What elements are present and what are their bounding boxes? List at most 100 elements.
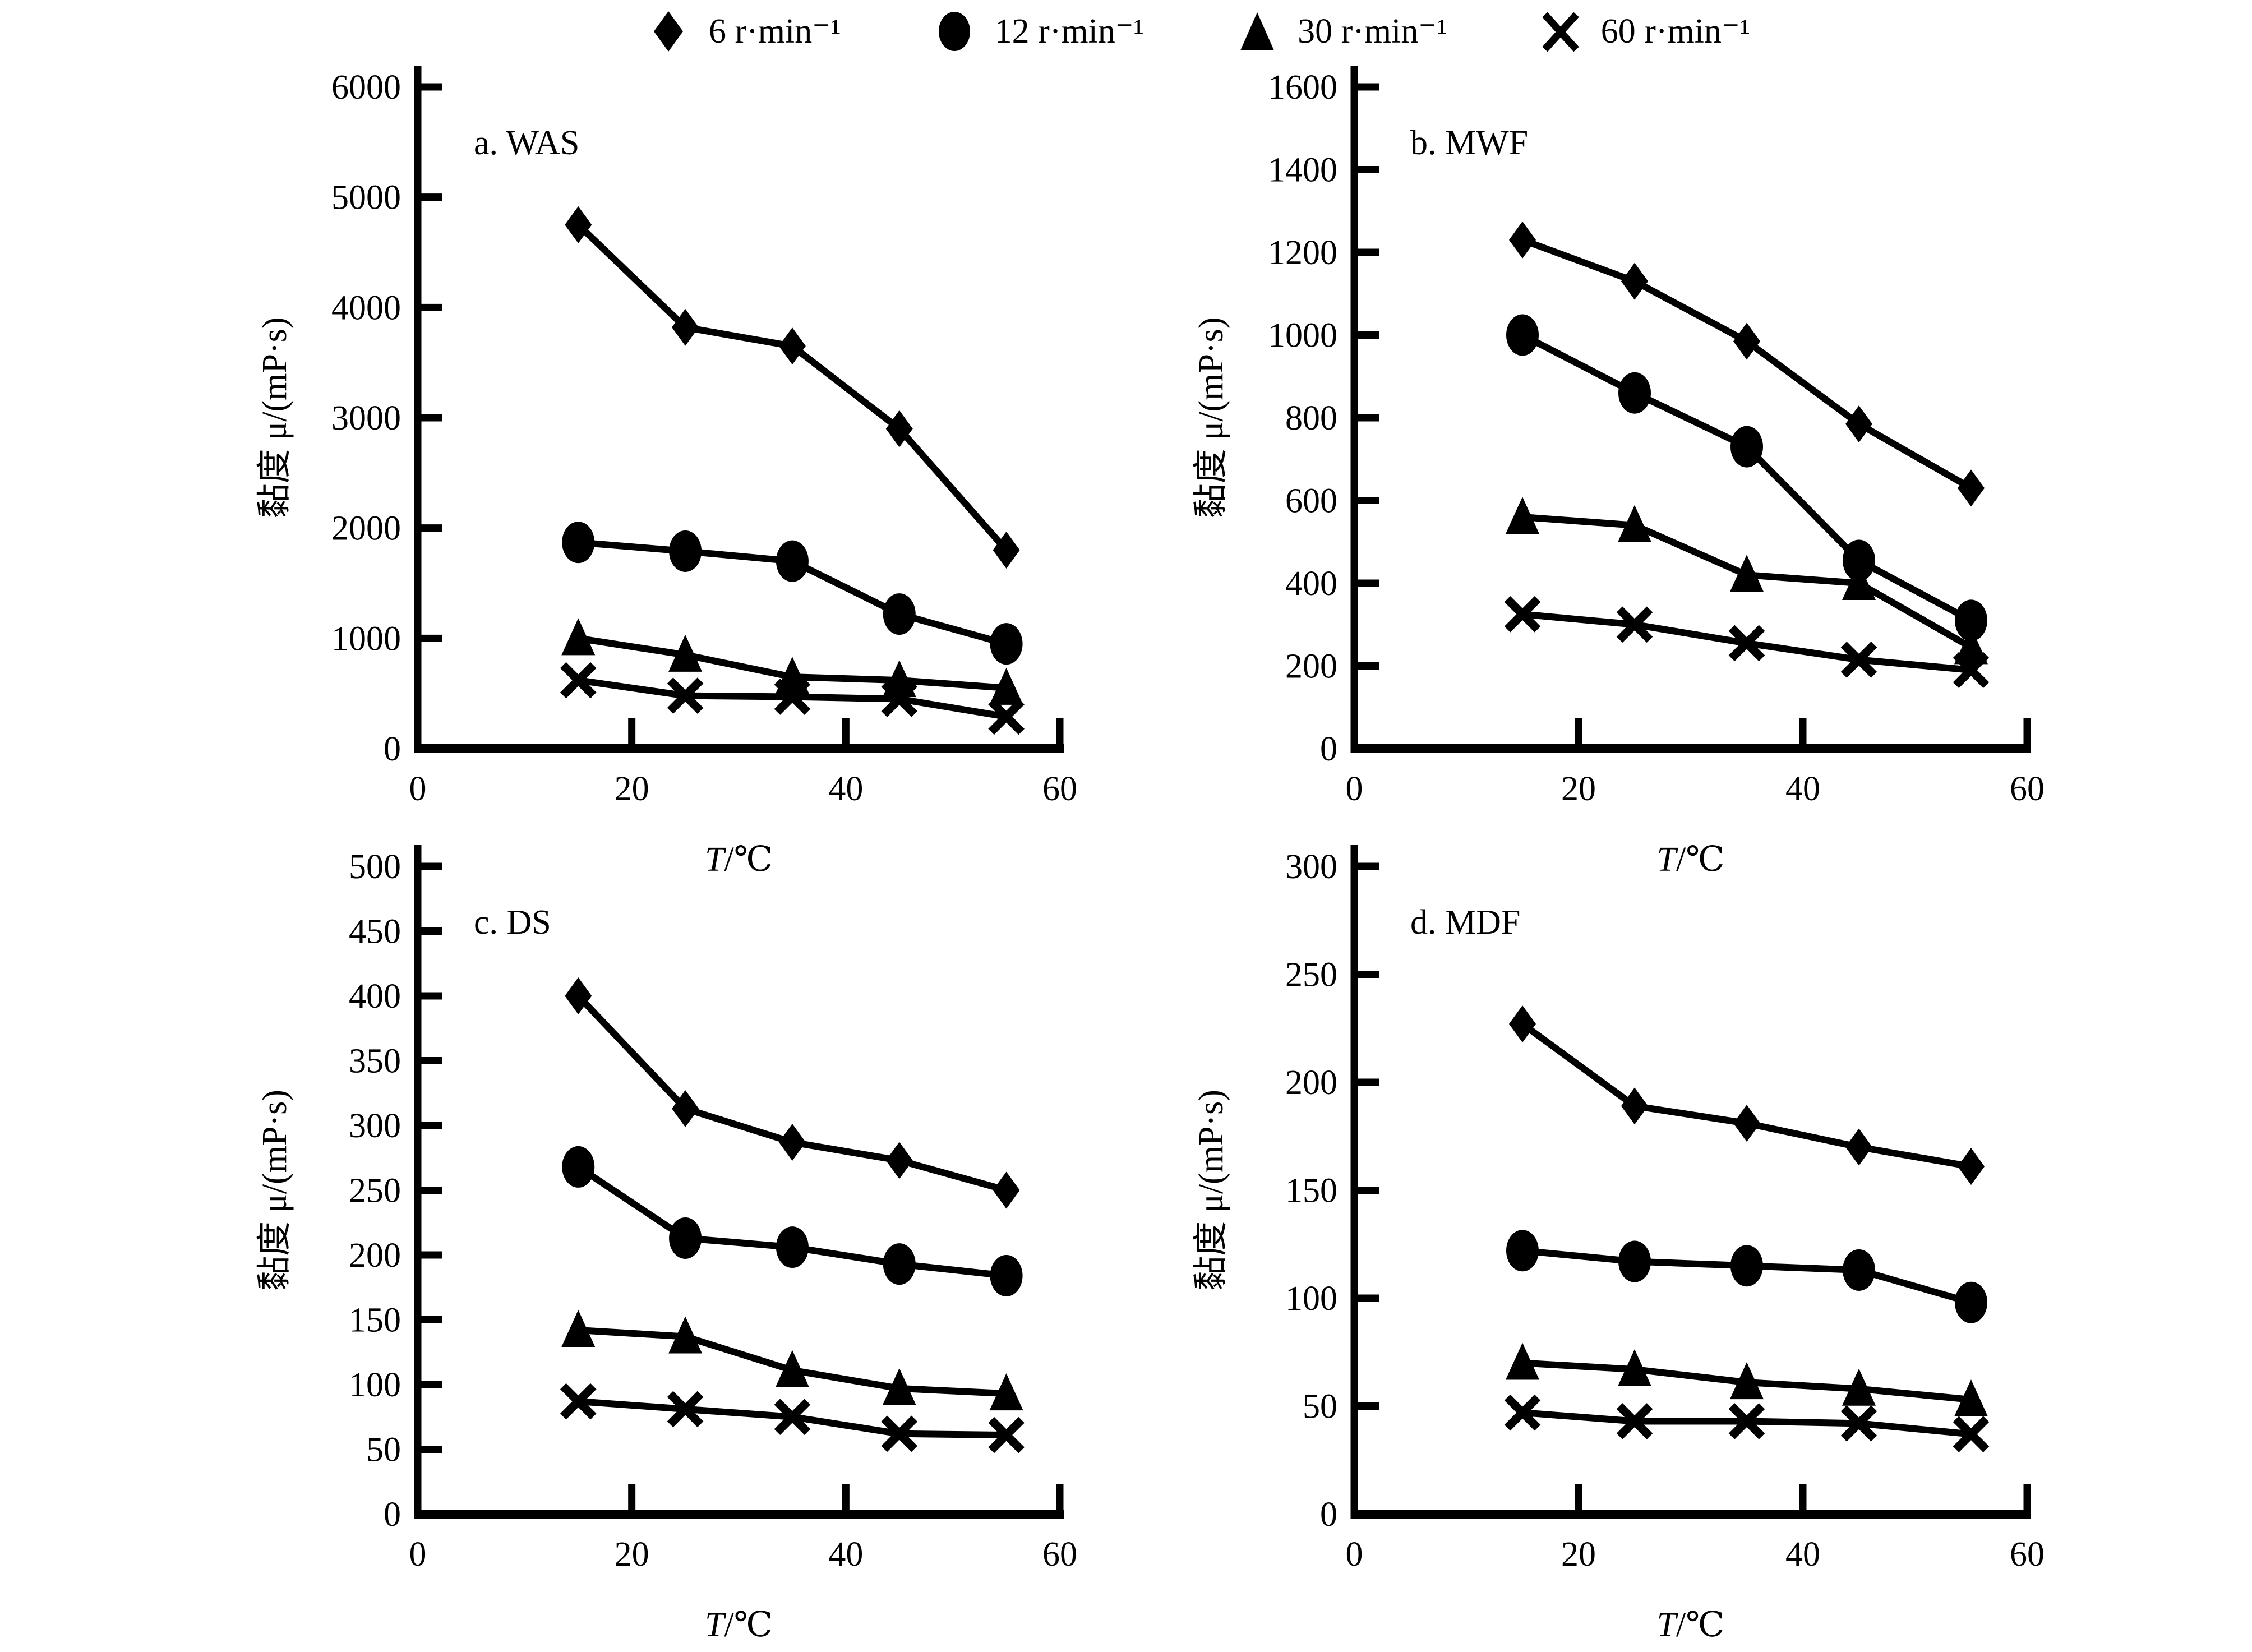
chart-legend: 6 r·min⁻¹ 12 r·min⁻¹ 30 r·min⁻¹ 60 r·min… bbox=[645, 8, 1750, 55]
marker-x bbox=[1728, 1403, 1765, 1439]
y-tick-label: 100 bbox=[349, 1366, 401, 1404]
marker-x bbox=[774, 679, 811, 715]
y-tick-label: 800 bbox=[1285, 399, 1337, 437]
legend-label: 30 r·min⁻¹ bbox=[1298, 12, 1447, 50]
x-marker-icon bbox=[1542, 12, 1579, 52]
marker-triangle bbox=[1954, 627, 1988, 665]
marker-diamond bbox=[993, 1171, 1020, 1209]
marker-triangle bbox=[1730, 555, 1764, 592]
y-tick-label: 0 bbox=[384, 1496, 401, 1534]
marker-triangle bbox=[561, 1309, 596, 1347]
y-tick-label: 400 bbox=[349, 977, 401, 1016]
y-tick-label: 3000 bbox=[331, 399, 401, 437]
series-circle bbox=[1506, 1230, 1987, 1323]
y-tick-label: 0 bbox=[1320, 730, 1337, 768]
legend-label: 6 r·min⁻¹ bbox=[709, 12, 841, 50]
y-axis-ticks: 0 50 100 150 200 250 300 bbox=[1285, 848, 1379, 1534]
series-triangle bbox=[1506, 1342, 1988, 1416]
marker-x bbox=[1504, 596, 1541, 633]
x-axis-label: T/℃ bbox=[705, 1606, 773, 1644]
series-line bbox=[575, 993, 1008, 1194]
marker-circle bbox=[1955, 599, 1987, 642]
legend-label: 12 r·min⁻¹ bbox=[994, 12, 1145, 50]
marker-circle bbox=[883, 593, 916, 635]
series-x bbox=[560, 662, 1025, 735]
legend-item-60rmin: 60 r·min⁻¹ bbox=[1537, 8, 1751, 55]
y-axis-label: 黏度 μ/(mP·s) bbox=[1192, 317, 1230, 519]
marker-diamond bbox=[1509, 1005, 1536, 1043]
y-tick-label: 2000 bbox=[331, 510, 401, 548]
y-axis-ticks: 0 50 100 150 200 250 300 350 400 450 500 bbox=[349, 848, 442, 1534]
y-tick-label: 350 bbox=[349, 1042, 401, 1081]
marker-circle bbox=[776, 1226, 809, 1268]
marker-diamond bbox=[1621, 1087, 1648, 1125]
marker-x bbox=[988, 698, 1025, 735]
marker-triangle bbox=[668, 634, 703, 672]
y-tick-label: 200 bbox=[349, 1236, 401, 1275]
x-axis-ticks: 0 20 40 60 bbox=[1346, 1484, 2045, 1573]
x-axis-label: T/℃ bbox=[1656, 841, 1724, 879]
marker-x bbox=[667, 677, 704, 714]
marker-x bbox=[881, 681, 918, 717]
marker-circle bbox=[776, 540, 809, 582]
marker-x bbox=[1616, 606, 1653, 643]
y-tick-label: 1200 bbox=[1268, 234, 1337, 272]
series-circle bbox=[562, 522, 1023, 665]
y-tick-label: 450 bbox=[349, 913, 401, 951]
marker-diamond bbox=[885, 410, 913, 447]
x-tick-label: 40 bbox=[1785, 770, 1820, 808]
y-tick-label: 1600 bbox=[1268, 68, 1337, 107]
x-axis-ticks: 0 20 40 60 bbox=[1346, 718, 2045, 808]
series-diamond bbox=[1509, 221, 1985, 507]
subplot-title-c: c. DS bbox=[474, 903, 551, 942]
marker-diamond bbox=[565, 206, 592, 243]
y-axis-label: 黏度 μ/(mP·s) bbox=[256, 317, 294, 519]
legend-item-6rmin: 6 r·min⁻¹ bbox=[645, 8, 841, 55]
marker-triangle bbox=[1618, 1349, 1651, 1387]
marker-x bbox=[1953, 1416, 1990, 1452]
y-tick-label: 1400 bbox=[1268, 151, 1337, 190]
marker-triangle bbox=[1506, 1342, 1539, 1380]
marker-circle bbox=[883, 1243, 916, 1285]
x-axis-label: T/℃ bbox=[1656, 1606, 1724, 1644]
subplot-title-d: d. MDF bbox=[1410, 903, 1520, 942]
x-axis-ticks: 0 20 40 60 bbox=[409, 1484, 1077, 1573]
y-tick-label: 250 bbox=[1285, 956, 1337, 994]
marker-diamond bbox=[1958, 469, 1985, 507]
x-tick-label: 60 bbox=[2010, 770, 2045, 808]
marker-x bbox=[774, 1399, 811, 1436]
legend-item-12rmin: 12 r·min⁻¹ bbox=[931, 8, 1145, 55]
y-tick-label: 400 bbox=[1285, 565, 1337, 603]
legend-label: 60 r·min⁻¹ bbox=[1600, 12, 1751, 50]
marker-circle bbox=[1843, 539, 1875, 582]
marker-diamond bbox=[1845, 405, 1872, 443]
marker-circle bbox=[1843, 1249, 1875, 1291]
legend-item-30rmin: 30 r·min⁻¹ bbox=[1234, 8, 1447, 55]
y-tick-label: 500 bbox=[349, 848, 401, 886]
x-tick-label: 20 bbox=[1561, 770, 1596, 808]
marker-circle bbox=[1618, 1240, 1651, 1282]
y-tick-label: 0 bbox=[1320, 1496, 1337, 1534]
series-triangle bbox=[561, 618, 1023, 705]
y-tick-label: 250 bbox=[349, 1172, 401, 1210]
marker-circle bbox=[990, 1254, 1023, 1296]
marker-circle bbox=[562, 1146, 595, 1188]
marker-circle bbox=[1506, 314, 1539, 356]
marker-circle bbox=[669, 1217, 702, 1259]
x-tick-label: 60 bbox=[1042, 770, 1077, 808]
marker-circle bbox=[1506, 1230, 1539, 1272]
marker-circle bbox=[1955, 1281, 1987, 1323]
subplot-b: 0 200 400 600 800 1000 1200 1400 1600 0 20 40 60 T/℃ 黏… bbox=[1192, 66, 2045, 879]
marker-x bbox=[1504, 1394, 1541, 1431]
marker-circle bbox=[990, 623, 1023, 665]
marker-diamond bbox=[885, 1142, 913, 1179]
marker-diamond bbox=[672, 308, 699, 346]
x-tick-label: 40 bbox=[1785, 1535, 1820, 1573]
diamond-marker-icon bbox=[654, 11, 683, 52]
marker-x bbox=[1616, 1403, 1653, 1439]
marker-diamond bbox=[565, 977, 592, 1014]
marker-triangle bbox=[1506, 497, 1539, 534]
y-tick-label: 600 bbox=[1285, 482, 1337, 520]
marker-x bbox=[667, 1391, 704, 1428]
